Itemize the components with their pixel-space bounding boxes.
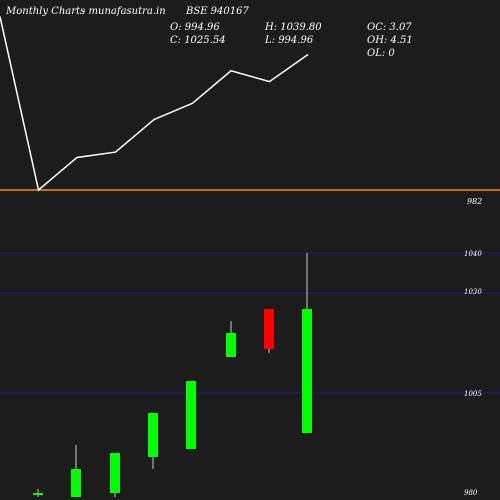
candle-body [226,333,236,357]
high-value: H: 1039.80 [265,22,322,33]
candle-body [71,469,81,497]
oc-value: OC: 3.07 [367,22,412,33]
y-tick-label: 1030 [464,288,482,296]
close-value: C: 1025.54 [170,35,226,46]
y-tick-label: 1005 [464,390,482,398]
candle-body [110,453,120,493]
reference-line-label: 982 [467,197,482,206]
candle-body [186,381,196,449]
price-line [0,16,309,192]
site-name: - munafasutra.in [82,6,166,17]
y-tick-label: 980 [464,489,478,497]
low-value: L: 994.96 [265,35,314,46]
y-tick-label: 1040 [464,250,482,258]
open-value: O: 994.96 [170,22,220,33]
ol-value: OL: 0 [367,48,395,59]
candle-body [148,413,158,457]
oh-value: OH: 4.51 [367,35,413,46]
brand-title: Monthly Charts [6,6,86,17]
candle-body [302,309,312,433]
candle-body [264,309,274,349]
candle-body [33,493,43,495]
symbol-label: BSE 940167 [186,6,249,17]
